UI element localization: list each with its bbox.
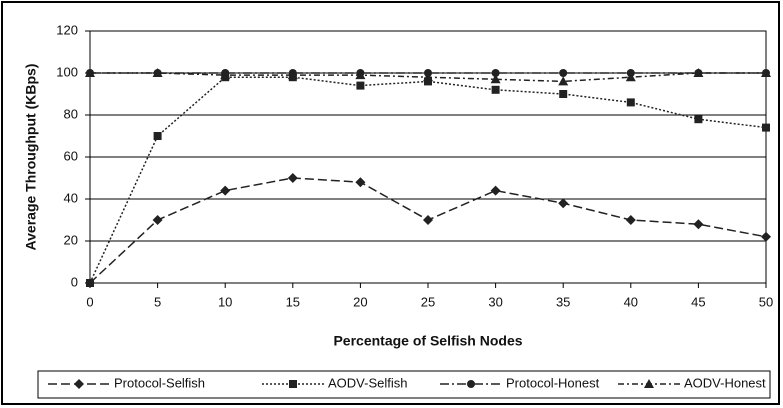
marker bbox=[85, 68, 95, 77]
marker bbox=[693, 68, 704, 77]
marker bbox=[356, 81, 365, 90]
marker bbox=[559, 90, 568, 98]
x-tick-label: 35 bbox=[556, 294, 570, 309]
x-tick-label: 45 bbox=[691, 294, 705, 309]
y-tick-label: 100 bbox=[56, 64, 78, 79]
x-tick-label: 10 bbox=[218, 294, 232, 309]
marker bbox=[761, 231, 771, 242]
x-tick-label: 40 bbox=[624, 294, 638, 309]
marker bbox=[693, 219, 704, 230]
marker bbox=[491, 69, 500, 77]
x-axis-label: Percentage of Selfish Nodes bbox=[333, 333, 522, 349]
marker bbox=[355, 177, 366, 188]
marker bbox=[153, 132, 162, 140]
marker bbox=[423, 215, 433, 225]
marker bbox=[490, 185, 501, 196]
marker bbox=[220, 185, 231, 196]
marker bbox=[644, 379, 654, 388]
marker bbox=[424, 77, 432, 86]
marker bbox=[86, 279, 94, 287]
legend-label: AODV-Selfish bbox=[328, 375, 407, 390]
marker bbox=[355, 70, 366, 80]
marker bbox=[289, 380, 297, 388]
legend-label: Protocol-Selfish bbox=[114, 375, 205, 390]
marker bbox=[761, 68, 771, 77]
marker bbox=[220, 70, 231, 80]
marker bbox=[152, 215, 163, 225]
y-tick-label: 120 bbox=[56, 22, 78, 37]
legend-label: AODV-Honest bbox=[684, 375, 766, 390]
marker bbox=[287, 70, 298, 80]
marker bbox=[558, 76, 569, 86]
marker bbox=[152, 68, 163, 77]
y-tick-label: 80 bbox=[64, 106, 78, 121]
marker bbox=[287, 173, 298, 183]
marker bbox=[625, 215, 636, 225]
x-tick-label: 50 bbox=[759, 294, 773, 309]
marker bbox=[74, 379, 84, 389]
x-tick-label: 0 bbox=[86, 294, 93, 309]
marker bbox=[559, 69, 568, 77]
x-tick-label: 5 bbox=[154, 294, 161, 309]
x-tick-label: 15 bbox=[286, 294, 300, 309]
marker bbox=[626, 98, 635, 107]
marker bbox=[490, 74, 501, 84]
marker bbox=[558, 198, 569, 209]
y-tick-label: 40 bbox=[64, 190, 78, 205]
x-tick-label: 30 bbox=[488, 294, 502, 309]
marker bbox=[625, 72, 636, 82]
marker bbox=[467, 380, 475, 388]
y-tick-label: 0 bbox=[71, 274, 78, 289]
legend-label: Protocol-Honest bbox=[506, 375, 600, 390]
marker bbox=[423, 72, 433, 82]
marker bbox=[762, 123, 770, 132]
y-tick-label: 60 bbox=[64, 148, 78, 163]
plot-border bbox=[89, 30, 767, 284]
marker bbox=[694, 115, 703, 124]
x-tick-label: 25 bbox=[421, 294, 435, 309]
y-axis-label: Average Throughput (KBps) bbox=[23, 64, 39, 251]
x-tick-label: 20 bbox=[353, 294, 367, 309]
marker bbox=[491, 85, 500, 94]
series-line bbox=[89, 76, 767, 284]
y-tick-label: 20 bbox=[64, 232, 78, 247]
